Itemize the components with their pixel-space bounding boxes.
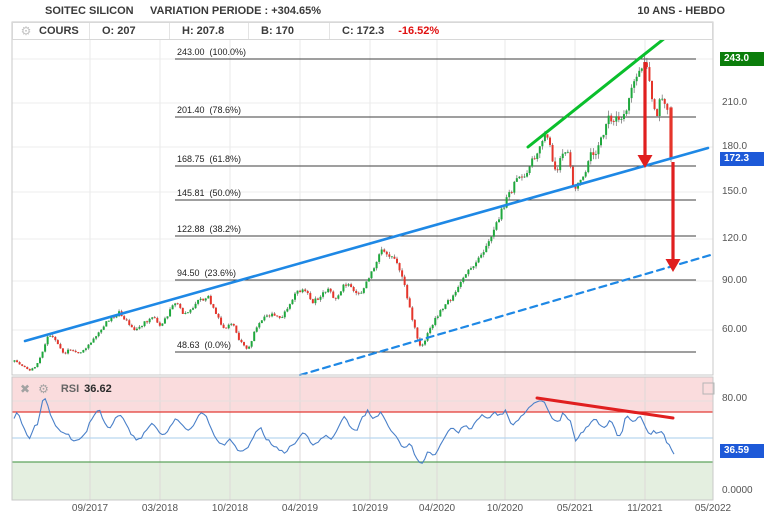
rsi-indicator-value: 36.62 bbox=[84, 383, 112, 395]
date-axis-tick: 09/2017 bbox=[71, 503, 109, 514]
rsi-curve bbox=[13, 397, 675, 464]
fibonacci-label: 243.00 (100.0%) bbox=[177, 47, 247, 57]
series-name-label: COURS bbox=[39, 25, 79, 37]
high-value: H: 207.8 bbox=[169, 23, 248, 39]
fibonacci-label: 94.50 (23.6%) bbox=[177, 268, 237, 278]
price-axis-tick: 60.00 bbox=[722, 324, 748, 335]
rsi-oversold-zone bbox=[12, 462, 713, 500]
rsi-panel-header: ✖ ⚙ RSI 36.62 bbox=[12, 381, 112, 397]
date-axis-tick: 11/2021 bbox=[627, 503, 663, 514]
date-axis-tick: 04/2020 bbox=[418, 503, 456, 514]
date-axis-tick: 10/2020 bbox=[486, 503, 524, 514]
support-trendline bbox=[23, 146, 710, 343]
date-axis-tick: 03/2018 bbox=[141, 503, 179, 514]
price-high-badge: 243.0 bbox=[720, 52, 764, 66]
fibonacci-label: 48.63 (0.0%) bbox=[177, 340, 232, 350]
close-cell: C: 172.3 -16.52% bbox=[329, 23, 712, 39]
rsi-overbought-zone bbox=[12, 377, 713, 412]
rsi-settings-gear-icon[interactable]: ⚙ bbox=[38, 382, 49, 396]
rsi-axis-tick: 0.0000 bbox=[722, 485, 753, 496]
rsi-value-badge: 36.59 bbox=[720, 444, 764, 458]
series-settings-gear-icon[interactable]: ⚙ bbox=[20, 24, 32, 38]
rsi-indicator-label: RSI bbox=[60, 383, 80, 395]
fibonacci-label: 145.81 (50.0%) bbox=[177, 188, 242, 198]
support-trendline-dashed bbox=[298, 252, 716, 377]
timeframe-label: 10 ANS - HEBDO bbox=[637, 5, 725, 17]
date-axis-tick: 04/2019 bbox=[281, 503, 319, 514]
rsi-plot-border bbox=[11, 376, 714, 501]
date-axis-tick: 05/2022 bbox=[694, 503, 732, 514]
instrument-name: SOITEC SILICON bbox=[45, 5, 134, 17]
fibonacci-label: 168.75 (61.8%) bbox=[177, 154, 242, 164]
date-axis-tick: 10/2019 bbox=[351, 503, 389, 514]
price-axis-tick: 150.0 bbox=[722, 186, 748, 197]
rsi-close-icon[interactable]: ✖ bbox=[20, 382, 31, 396]
price-axis-tick: 210.0 bbox=[722, 97, 748, 108]
open-value: O: 207 bbox=[89, 23, 169, 39]
fibonacci-label: 201.40 (78.6%) bbox=[177, 105, 242, 115]
price-series-toolbar: ⚙ COURS O: 207 H: 207.8 B: 170 C: 172.3 … bbox=[12, 22, 713, 40]
change-percent: -16.52% bbox=[398, 25, 440, 37]
date-axis-tick: 05/2021 bbox=[556, 503, 594, 514]
main-plot-border bbox=[11, 21, 714, 376]
fibonacci-label: 122.88 (38.2%) bbox=[177, 224, 242, 234]
variation-period-label: VARIATION PERIODE : +304.65% bbox=[150, 5, 322, 17]
close-value: C: 172.3 bbox=[342, 25, 385, 37]
rsi-axis-tick: 80.00 bbox=[722, 393, 748, 404]
candles bbox=[13, 55, 673, 372]
price-axis-tick: 180.0 bbox=[722, 141, 748, 152]
price-axis-tick: 90.00 bbox=[722, 275, 748, 286]
rsi-divergence-trendline bbox=[535, 396, 675, 420]
resistance-trendline-green bbox=[526, 32, 672, 149]
chart-header: SOITEC SILICON VARIATION PERIODE : +304.… bbox=[0, 0, 765, 22]
rsi-resize-handle[interactable] bbox=[702, 382, 715, 395]
low-value: B: 170 bbox=[248, 23, 329, 39]
price-axis-tick: 120.0 bbox=[722, 233, 748, 244]
date-axis-tick: 10/2018 bbox=[211, 503, 249, 514]
last-price-badge: 172.3 bbox=[720, 152, 764, 166]
